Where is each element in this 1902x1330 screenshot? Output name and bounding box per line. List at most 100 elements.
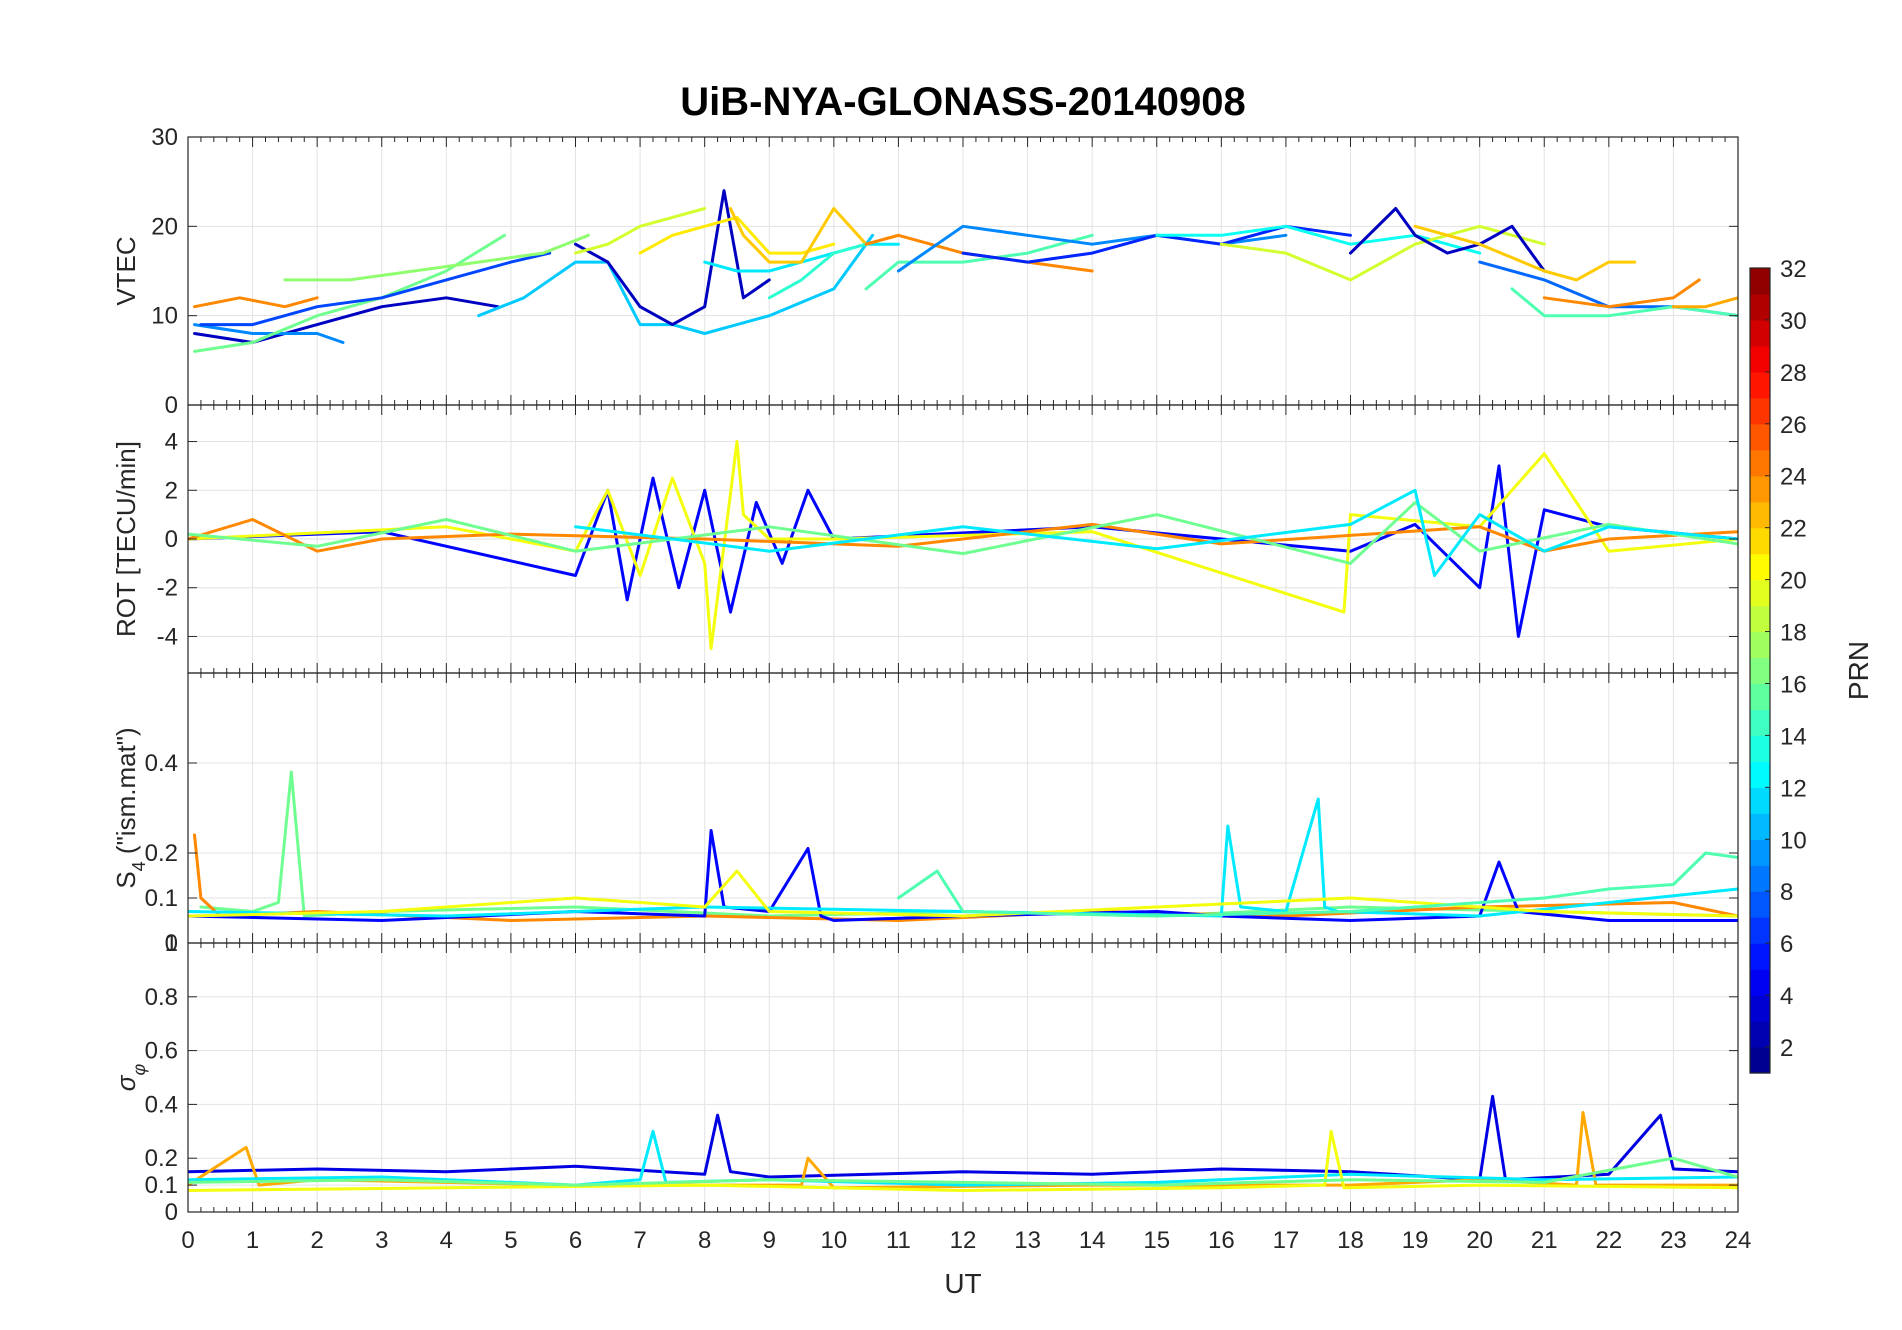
series-prn-16 bbox=[188, 501, 1738, 565]
y-tick-label: 4 bbox=[165, 429, 178, 456]
x-tick-label: 16 bbox=[1208, 1227, 1235, 1254]
series-prn-16 bbox=[193, 233, 506, 353]
y-tick-label: 0.4 bbox=[145, 750, 178, 777]
colorbar-tick-label: 28 bbox=[1780, 360, 1807, 387]
series-group bbox=[193, 189, 1738, 353]
series-prn-7 bbox=[199, 251, 552, 327]
colorbar-segment bbox=[1750, 787, 1770, 814]
x-tick-label: 14 bbox=[1079, 1227, 1106, 1254]
colorbar-tick-label: 10 bbox=[1780, 827, 1807, 854]
y-axis-label-rot: ROT [TECU/min] bbox=[111, 441, 141, 637]
colorbar-segment bbox=[1750, 1021, 1770, 1048]
series-prn-19 bbox=[1219, 224, 1546, 282]
x-tick-label: 19 bbox=[1402, 1227, 1429, 1254]
series-prn-17 bbox=[283, 233, 590, 282]
colorbar-segment bbox=[1750, 527, 1770, 555]
x-tick-label: 18 bbox=[1337, 1227, 1364, 1254]
colorbar-label: PRN bbox=[1843, 641, 1874, 700]
colorbar-tick-label: 30 bbox=[1780, 308, 1807, 335]
colorbar-frame bbox=[1749, 267, 1771, 1074]
series-prn-16 bbox=[199, 770, 1738, 918]
colorbar-segment bbox=[1750, 319, 1770, 347]
series-group bbox=[188, 770, 1738, 922]
x-tick-label: 1 bbox=[246, 1227, 259, 1254]
series-prn-23 bbox=[1671, 296, 1738, 309]
x-tick-label: 8 bbox=[698, 1227, 711, 1254]
colorbar-segment bbox=[1750, 397, 1770, 425]
x-tick-label: 11 bbox=[886, 1227, 911, 1254]
x-tick-label: 3 bbox=[375, 1227, 388, 1254]
series-prn-24 bbox=[1542, 278, 1701, 309]
colorbar-segment bbox=[1750, 579, 1770, 607]
series-group bbox=[188, 440, 1738, 651]
x-tick-label: 22 bbox=[1595, 1227, 1622, 1254]
panel-vtec: 0 10 20 30 VTEC bbox=[111, 124, 1739, 419]
series-prn-19 bbox=[574, 207, 707, 255]
y-tick-label: 30 bbox=[151, 124, 178, 151]
colorbar-segment bbox=[1750, 891, 1770, 918]
colorbar-segment bbox=[1750, 761, 1770, 788]
y-tick-label: 0.2 bbox=[145, 1145, 178, 1172]
y-tick-label: 0.6 bbox=[145, 1038, 178, 1065]
y-axis-label-vtec: VTEC bbox=[111, 236, 141, 305]
series-prn-22 bbox=[1413, 224, 1637, 282]
series-prn-16 bbox=[188, 1156, 1738, 1187]
series-prn-3 bbox=[1349, 207, 1546, 273]
colorbar-segment bbox=[1750, 683, 1770, 711]
panel-sigma: 00.10.2 0.4 0.6 0.8 σφ bbox=[111, 942, 1739, 1226]
y-axis-label-rest: ("ism.mat") bbox=[111, 727, 141, 861]
x-tick-label: 21 bbox=[1531, 1227, 1558, 1254]
colorbar-segment bbox=[1750, 605, 1770, 633]
colorbar-segment bbox=[1750, 501, 1770, 529]
colorbar-segment bbox=[1750, 449, 1770, 477]
y-tick-label: 0.1 bbox=[145, 1172, 178, 1199]
y-tick-label: 20 bbox=[151, 213, 178, 240]
series-prn-20 bbox=[188, 869, 1738, 918]
colorbar-tick-label: 6 bbox=[1780, 931, 1793, 958]
series-prn-13 bbox=[1155, 224, 1482, 255]
x-tick-label: 0 bbox=[181, 1227, 194, 1254]
y-tick-label: 0.8 bbox=[145, 984, 178, 1011]
x-tick-label: 13 bbox=[1014, 1227, 1041, 1254]
y-tick-label: 0 bbox=[165, 1199, 178, 1226]
x-tick-label: 7 bbox=[633, 1227, 646, 1254]
y-tick-label: 2 bbox=[165, 477, 178, 504]
colorbar-tick-label: 2 bbox=[1780, 1035, 1793, 1062]
panel-s4: 0 0.1 0.2 0.4 1 S4 ("ism.mat") bbox=[111, 672, 1739, 957]
colorbar-segment bbox=[1750, 735, 1770, 762]
series-prn-14 bbox=[767, 242, 868, 300]
colorbar-tick-label: 4 bbox=[1780, 983, 1793, 1010]
colorbar-tick-label: 32 bbox=[1780, 256, 1807, 283]
y-tick-label: 10 bbox=[151, 303, 178, 330]
x-tick-label: 4 bbox=[440, 1227, 453, 1254]
y-tick-label: 0.2 bbox=[145, 840, 178, 867]
panel-rot: -4 -2 0 2 4 ROT [TECU/min] bbox=[111, 404, 1739, 674]
y-axis-label-subscript: 4 bbox=[129, 861, 149, 871]
x-tick-label: 12 bbox=[950, 1227, 977, 1254]
series-prn-9 bbox=[193, 323, 345, 344]
series-prn-24 bbox=[193, 296, 319, 309]
colorbar-segment bbox=[1750, 839, 1770, 866]
colorbar-segment bbox=[1750, 345, 1770, 373]
series-prn-21 bbox=[638, 215, 836, 255]
colorbar-tick-label: 12 bbox=[1780, 775, 1807, 802]
series-prn-3 bbox=[193, 296, 500, 344]
colorbar-segment bbox=[1750, 995, 1770, 1022]
y-tick-label: 0 bbox=[165, 392, 178, 419]
x-tick-label: 6 bbox=[569, 1227, 582, 1254]
y-tick-label: 0.1 bbox=[145, 885, 178, 912]
colorbar-segment bbox=[1750, 293, 1770, 321]
series-prn-15 bbox=[864, 233, 1094, 291]
colorbar-segment bbox=[1750, 657, 1770, 685]
y-axis-label-subscript: φ bbox=[129, 1064, 149, 1076]
series-prn-3 bbox=[574, 189, 771, 327]
x-axis-label: UT bbox=[944, 1268, 981, 1299]
colorbar-segment bbox=[1750, 423, 1770, 451]
y-tick-label: -4 bbox=[157, 623, 178, 650]
colorbar-segment bbox=[1750, 917, 1770, 944]
x-tick-label: 9 bbox=[763, 1227, 776, 1254]
y-tick-label: 0.4 bbox=[145, 1091, 178, 1118]
x-tick-label: 15 bbox=[1143, 1227, 1170, 1254]
